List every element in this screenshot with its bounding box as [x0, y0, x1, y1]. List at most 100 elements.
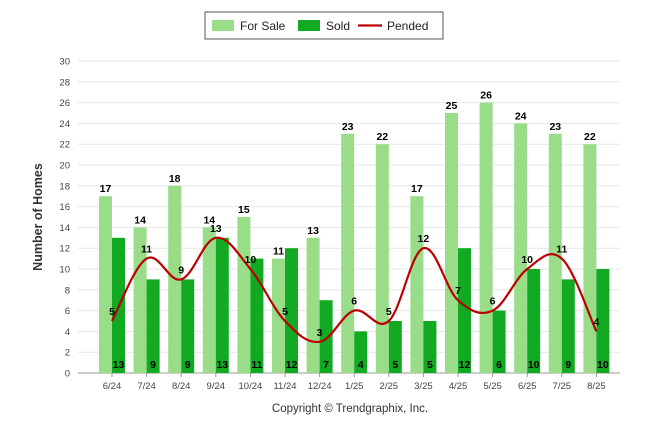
y-tick-label-24: 24	[59, 119, 70, 130]
sold-label-3/25: 5	[427, 359, 433, 371]
y-tick-label-4: 4	[65, 327, 70, 338]
copyright-credit: Copyright © Trendgraphix, Inc.	[272, 403, 428, 415]
x-tick-label-6/24: 6/24	[103, 381, 122, 392]
legend-label-pended: Pended	[387, 19, 428, 33]
sold-label-12/24: 7	[323, 359, 329, 371]
pended-label-2/25: 5	[386, 306, 392, 318]
legend-box	[204, 11, 444, 40]
sold-bar-4/25	[458, 248, 471, 373]
y-tick-label-2: 2	[65, 348, 70, 359]
for-sale-label-8/25: 22	[584, 131, 596, 143]
for-sale-bar-6/25	[514, 123, 528, 374]
for-sale-label-7/25: 23	[549, 121, 561, 133]
pended-label-9/24: 13	[210, 223, 222, 235]
sold-label-5/25: 6	[496, 359, 502, 371]
x-tick-label-11/24: 11/24	[273, 381, 296, 392]
for-sale-label-12/24: 13	[307, 225, 319, 237]
bars	[99, 102, 610, 374]
pended-label-3/25: 12	[418, 233, 430, 245]
sold-bar-1/25	[354, 331, 368, 373]
pended-label-5/25: 6	[490, 296, 496, 308]
for-sale-bar-4/25	[445, 113, 458, 373]
x-tick-label-9/24: 9/24	[207, 381, 226, 392]
pended-label-4/25: 7	[455, 285, 461, 297]
pended-line-group	[111, 236, 598, 344]
y-tick-label-22: 22	[59, 140, 70, 151]
for-sale-label-4/25: 25	[446, 100, 458, 112]
y-tick-label-0: 0	[65, 369, 70, 380]
sold-label-2/25: 5	[392, 359, 398, 371]
sold-label-4/25: 12	[459, 359, 471, 371]
sold-label-11/24: 12	[286, 359, 298, 371]
y-tick-label-16: 16	[59, 202, 70, 213]
for-sale-bar-12/24	[306, 237, 320, 373]
sold-bar-8/25	[596, 269, 610, 373]
sold-label-7/24: 9	[150, 359, 156, 371]
for-sale-bar-7/25	[548, 133, 562, 373]
for-sale-label-10/24: 15	[238, 204, 250, 216]
sold-bar-2/25	[388, 321, 402, 373]
for-sale-label-8/24: 18	[169, 173, 181, 185]
for-sale-bar-8/25	[583, 144, 597, 373]
x-tick-label-5/25: 5/25	[483, 381, 502, 392]
for-sale-label-5/25: 26	[480, 90, 492, 102]
legend: For Sale Sold Pended	[204, 11, 444, 40]
for-sale-bar-10/24	[237, 217, 251, 373]
for-sale-label-7/24: 14	[134, 214, 146, 226]
x-tick-label-8/25: 8/25	[587, 381, 606, 392]
sold-bar-7/25	[561, 279, 575, 373]
pended-label-8/24: 9	[178, 264, 184, 276]
y-tick-label-10: 10	[59, 265, 70, 276]
x-tick-label-7/25: 7/25	[553, 381, 572, 392]
y-tick-label-14: 14	[59, 223, 70, 234]
for-sale-bar-1/25	[341, 133, 355, 373]
pended-label-7/25: 11	[556, 244, 567, 256]
x-tick-label-10/24: 10/24	[239, 381, 263, 392]
legend-label-sold: Sold	[326, 19, 350, 33]
x-tick-label-2/25: 2/25	[380, 381, 399, 392]
y-tick-label-12: 12	[59, 244, 70, 255]
sold-bar-8/24	[181, 279, 195, 373]
x-axis-ticks: 6/24 7/24 8/24 9/24 10/24 11/24 12/24 1/25 2/25 3…	[103, 373, 606, 392]
y-tick-label-18: 18	[59, 181, 70, 192]
y-tick-label-20: 20	[59, 161, 70, 172]
y-axis-title: Number of Homes	[31, 163, 45, 271]
for-sale-label-11/24: 11	[273, 246, 284, 258]
sold-label-9/24: 13	[216, 359, 228, 371]
x-tick-label-3/25: 3/25	[414, 381, 433, 392]
for-sale-bar-9/24	[202, 227, 216, 373]
pended-label-11/24: 5	[282, 306, 288, 318]
sold-bar-10/24	[250, 258, 264, 373]
x-tick-label-6/25: 6/25	[518, 381, 537, 392]
legend-swatch-for-sale	[212, 20, 234, 31]
for-sale-label-6/25: 24	[515, 110, 527, 122]
for-sale-label-1/25: 23	[342, 121, 354, 133]
x-tick-label-1/25: 1/25	[345, 381, 364, 392]
pended-label-6/24: 5	[109, 306, 115, 318]
sold-label-6/25: 10	[528, 359, 540, 371]
sold-label-8/25: 10	[597, 359, 609, 371]
y-tick-label-6: 6	[65, 306, 70, 317]
y-tick-label-8: 8	[65, 285, 70, 296]
for-sale-label-9/24: 14	[203, 214, 215, 226]
sold-label-1/25: 4	[358, 359, 364, 371]
pended-label-12/24: 3	[317, 327, 323, 339]
sold-bar-3/25	[423, 321, 437, 373]
legend-label-for-sale: For Sale	[240, 19, 286, 33]
sold-bar-5/25	[492, 310, 506, 373]
for-sale-bar-11/24	[272, 258, 285, 373]
sold-label-10/24: 11	[251, 359, 262, 371]
pended-label-1/25: 6	[351, 296, 357, 308]
legend-swatch-sold	[298, 20, 320, 31]
sold-bar-12/24	[319, 300, 333, 373]
pended-label-10/24: 10	[245, 254, 257, 266]
sold-bar-6/25	[527, 269, 541, 373]
pended-label-7/24: 11	[141, 244, 152, 256]
for-sale-label-2/25: 22	[376, 131, 388, 143]
x-tick-label-4/25: 4/25	[449, 381, 468, 392]
x-tick-label-8/24: 8/24	[172, 381, 191, 392]
pended-label-8/25: 4	[593, 316, 599, 328]
sold-label-6/24: 13	[113, 359, 125, 371]
